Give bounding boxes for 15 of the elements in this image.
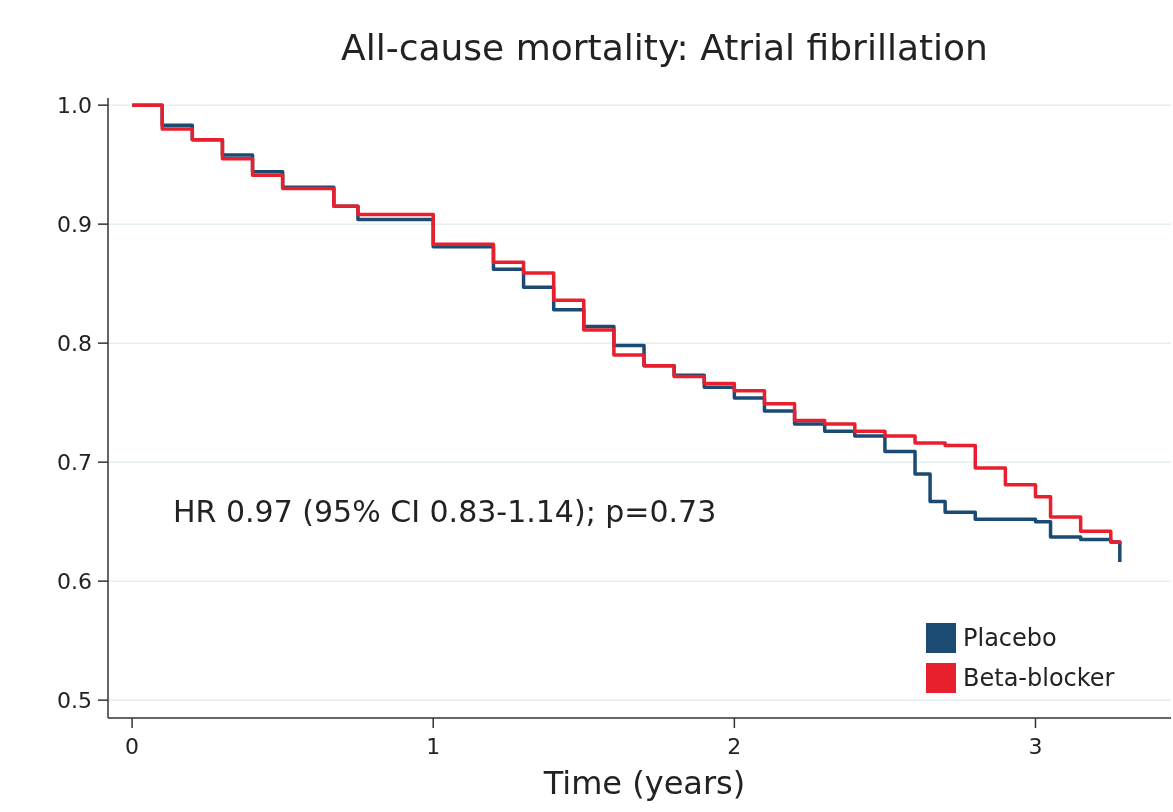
x-tick-label: 0 <box>125 734 140 759</box>
x-tick-label: 1 <box>426 734 441 759</box>
y-tick-label: 0.7 <box>57 449 92 475</box>
y-tick-label: 0.8 <box>57 330 92 356</box>
x-axis-title: Time (years) <box>542 764 746 802</box>
y-tick-label: 0.9 <box>57 211 92 237</box>
y-tick-label: 0.6 <box>57 568 92 594</box>
x-tick-label: 2 <box>727 734 742 759</box>
y-tick-label: 0.5 <box>57 687 92 713</box>
y-tick-label: 1.0 <box>57 92 92 118</box>
x-tick-label: 3 <box>1028 734 1043 759</box>
legend-label: Placebo <box>963 624 1057 653</box>
annotation: HR 0.97 (95% CI 0.83-1.14); p=0.73 <box>173 493 717 529</box>
chart-title: All-cause mortality: Atrial fibrillation <box>341 27 988 68</box>
legend-label: Beta-blocker <box>963 664 1115 693</box>
